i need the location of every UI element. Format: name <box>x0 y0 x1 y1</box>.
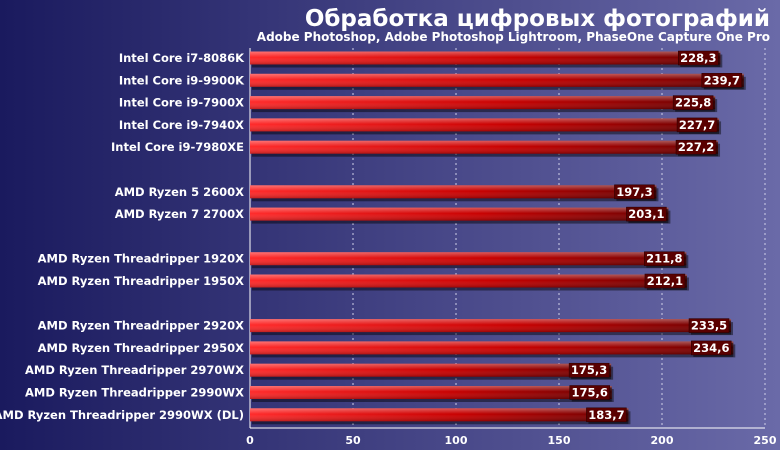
category-label: AMD Ryzen 5 2600X <box>115 185 244 199</box>
chart-subtitle: Adobe Photoshop, Adobe Photoshop Lightro… <box>257 30 770 44</box>
bar: 227,2 <box>250 139 721 157</box>
bar: 227,7 <box>250 117 722 135</box>
value-label: 212,1 <box>647 274 683 288</box>
x-tick-label: 250 <box>754 434 777 447</box>
category-label: Intel Core i9-9900K <box>119 73 245 87</box>
value-label: 234,6 <box>693 341 729 355</box>
bar: 175,3 <box>250 362 614 380</box>
category-label: Intel Core i9-7940X <box>119 118 244 132</box>
bar: 233,5 <box>250 318 734 336</box>
category-label: AMD Ryzen Threadripper 1920X <box>38 252 244 266</box>
bar: 211,8 <box>250 251 689 269</box>
bar: 234,6 <box>250 340 736 358</box>
bar: 175,6 <box>250 385 614 402</box>
x-tick-label: 100 <box>445 434 468 447</box>
value-label: 183,7 <box>588 408 624 422</box>
category-label: Intel Core i9-7980XE <box>111 140 244 154</box>
bar-gloss <box>250 341 734 355</box>
category-label: AMD Ryzen 7 2700X <box>115 207 244 221</box>
bar-gloss <box>250 386 612 399</box>
value-label-box <box>701 73 743 88</box>
bar-gloss <box>250 274 687 288</box>
value-label: 203,1 <box>628 207 664 221</box>
value-label: 197,3 <box>616 185 652 199</box>
category-label: AMD Ryzen Threadripper 2920X <box>38 319 244 333</box>
value-label-box <box>568 362 610 378</box>
bar-gloss <box>250 140 719 154</box>
value-label: 239,7 <box>704 73 740 87</box>
value-label-box <box>569 385 610 400</box>
bar: 239,7 <box>250 73 746 90</box>
bar: 225,8 <box>250 95 718 113</box>
x-tick-label: 150 <box>548 434 571 447</box>
category-label: AMD Ryzen Threadripper 2990WX (DL) <box>0 408 244 422</box>
value-label: 227,7 <box>679 118 715 132</box>
bar-gloss <box>250 207 669 221</box>
chart-title: Обработка цифровых фотографий <box>305 6 770 32</box>
x-tick-label: 200 <box>651 434 674 447</box>
value-label: 228,3 <box>680 51 716 65</box>
bar-gloss <box>250 363 612 377</box>
bar-gloss <box>250 118 720 132</box>
bar: 228,3 <box>250 50 723 68</box>
value-label-box <box>678 50 719 66</box>
value-label-box <box>586 407 627 423</box>
category-label: Intel Core i7-8086K <box>119 51 245 65</box>
bars: 228,3 239,7 225,8 227,7 227,2 197,3 203,1 211,8… <box>250 50 746 425</box>
x-tick-label: 50 <box>345 434 361 447</box>
bar-gloss <box>250 96 716 110</box>
value-label-box <box>676 117 718 133</box>
bar: 197,3 <box>250 184 659 202</box>
value-label-box <box>675 139 717 155</box>
x-axis-ticks: 0 50 100 150 200 250 <box>246 434 777 447</box>
category-labels: Intel Core i7-8086K Intel Core i9-9900K In… <box>0 51 245 422</box>
category-label: AMD Ryzen Threadripper 1950X <box>38 274 244 288</box>
value-label-box <box>691 340 732 356</box>
category-label: Intel Core i9-7900X <box>119 96 244 110</box>
value-label: 233,5 <box>691 319 727 333</box>
value-label: 175,6 <box>572 386 608 400</box>
bar-gloss <box>250 185 657 199</box>
value-label-box <box>626 206 667 222</box>
value-label-box <box>614 184 655 200</box>
category-label: AMD Ryzen Threadripper 2950X <box>38 341 244 355</box>
value-label: 227,2 <box>678 140 714 154</box>
bar: 183,7 <box>250 407 631 425</box>
category-label: AMD Ryzen Threadripper 2990WX <box>25 386 244 400</box>
value-label-box <box>672 95 714 110</box>
value-label: 175,3 <box>571 363 607 377</box>
bar-gloss <box>250 319 732 333</box>
value-label-box <box>688 318 730 333</box>
bar-gloss <box>250 73 744 87</box>
value-label-box <box>644 251 685 266</box>
value-label: 225,8 <box>675 96 711 110</box>
bar-gloss <box>250 51 721 65</box>
value-label: 211,8 <box>646 252 682 266</box>
bar-gloss <box>250 252 687 266</box>
value-label-box <box>644 273 686 289</box>
bar-gloss <box>250 408 629 422</box>
bar: 203,1 <box>250 206 671 224</box>
x-tick-label: 0 <box>246 434 254 447</box>
bar: 212,1 <box>250 273 689 291</box>
category-label: AMD Ryzen Threadripper 2970WX <box>25 363 244 377</box>
